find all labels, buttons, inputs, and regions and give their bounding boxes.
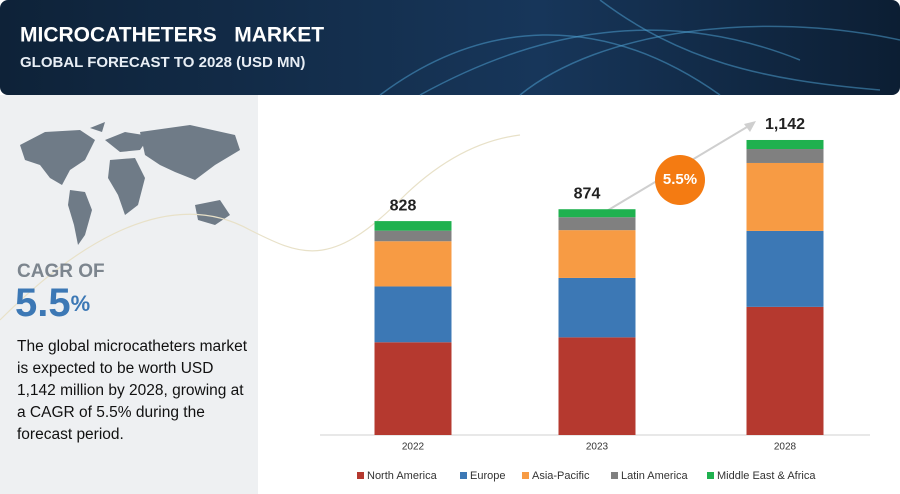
bar-segment xyxy=(374,342,452,435)
cagr-value: 5.5% xyxy=(15,281,90,325)
cagr-unit: % xyxy=(71,291,91,316)
bar-segment xyxy=(558,277,636,338)
bar-segment xyxy=(558,230,636,278)
legend-label: Europe xyxy=(470,470,505,482)
bar-segment xyxy=(746,230,824,307)
bar-segment xyxy=(746,162,824,231)
legend-label: Middle East & Africa xyxy=(717,470,816,482)
arrow-head xyxy=(744,121,756,132)
legend-swatch xyxy=(707,472,714,479)
legend-label: Latin America xyxy=(621,470,689,482)
bar-segment xyxy=(746,139,824,150)
x-tick-label: 2022 xyxy=(402,442,425,453)
bar-segment xyxy=(374,221,452,231)
bar-segment xyxy=(374,286,452,343)
bar-segment xyxy=(746,306,824,435)
x-tick-label: 2023 xyxy=(586,442,609,453)
cagr-number: 5.5 xyxy=(15,281,71,325)
header-band xyxy=(0,0,900,95)
bar-segment xyxy=(558,337,636,435)
bar-segment xyxy=(746,149,824,163)
legend-swatch xyxy=(522,472,529,479)
header-subtitle: GLOBAL FORECAST TO 2028 (USD MN) xyxy=(20,54,305,71)
total-label: 1,142 xyxy=(765,116,805,133)
legend-swatch xyxy=(460,472,467,479)
header-decoration xyxy=(379,0,900,96)
bar-segment xyxy=(374,230,452,242)
header-title: MICROCATHETERS MARKET xyxy=(20,24,324,47)
total-label: 828 xyxy=(390,197,417,214)
legend-label: Asia-Pacific xyxy=(532,470,590,482)
bar-segment xyxy=(374,241,452,287)
total-label: 874 xyxy=(574,185,601,202)
growth-badge-text: 5.5% xyxy=(663,171,697,188)
bar-segment xyxy=(558,209,636,218)
cagr-label: CAGR OF xyxy=(17,261,105,282)
legend-label: North America xyxy=(367,470,438,482)
bar-segment xyxy=(558,217,636,231)
description: The global microcatheters market is expe… xyxy=(17,338,248,443)
x-tick-label: 2028 xyxy=(774,442,797,453)
decorative-curve xyxy=(0,134,521,321)
growth-badge xyxy=(655,155,705,205)
legend-swatch xyxy=(357,472,364,479)
legend-swatch xyxy=(611,472,618,479)
